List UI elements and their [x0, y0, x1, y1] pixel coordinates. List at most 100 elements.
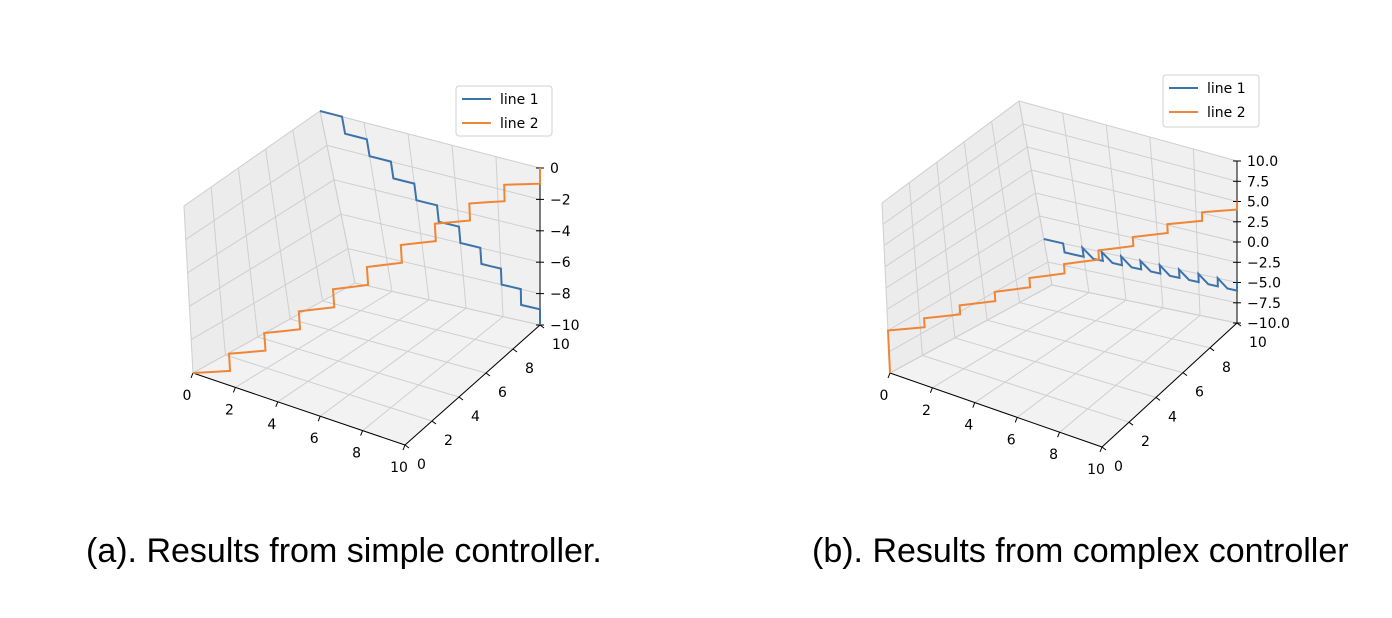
grid-line — [187, 179, 335, 274]
y-tick — [1209, 347, 1215, 352]
grid-line — [1018, 100, 1238, 162]
x-tick — [190, 372, 194, 379]
x-tick-label: 8 — [1049, 447, 1058, 463]
grid-line — [887, 238, 1045, 331]
z-tick-label: −10 — [550, 318, 580, 334]
z-tick-label: −7.5 — [1247, 296, 1281, 312]
legend-label: line 1 — [500, 92, 539, 108]
series-line-1 — [1043, 238, 1238, 292]
chart-a-simple-controller: 0 2 4 6 8 10 0 2 4 6 8 10 0 −2 −4 −6 −8 −10 line 1 line 2 — [183, 85, 580, 476]
grid-line — [987, 319, 1184, 374]
grid-line — [888, 261, 1049, 353]
x-tick — [360, 430, 364, 436]
y-tick-label: 6 — [498, 385, 507, 401]
x-tick-label: 4 — [964, 418, 973, 434]
y-tick-label: 6 — [1195, 385, 1204, 401]
x-tick — [887, 372, 891, 379]
x-tick-label: 0 — [880, 388, 889, 404]
grid-line — [407, 133, 430, 300]
z-tick-label: −5.0 — [1247, 276, 1281, 292]
grid-line — [922, 354, 1130, 423]
grid-line — [340, 213, 541, 263]
y-tick — [512, 348, 518, 353]
grid-line — [1059, 315, 1201, 433]
z-tick-label: −2 — [550, 192, 571, 208]
x-tick — [275, 401, 279, 407]
grid-line — [319, 307, 467, 417]
grid-line — [290, 318, 487, 374]
x-tick-label: 10 — [1087, 462, 1105, 478]
z-tick-label: −2.5 — [1247, 255, 1281, 271]
grid-line — [932, 292, 1090, 389]
grid-line — [235, 290, 393, 388]
z-tick-label: 5.0 — [1247, 195, 1269, 211]
y-axis-line — [404, 324, 541, 446]
series-line-2 — [192, 168, 541, 374]
y-tick-label: 4 — [1168, 409, 1177, 425]
z-tick-label: 0.0 — [1247, 235, 1269, 251]
y-tick-label: 0 — [417, 457, 426, 473]
grid-line — [881, 100, 1020, 204]
grid-line — [974, 299, 1127, 404]
grid-line — [192, 282, 356, 374]
grid-line — [883, 146, 1028, 246]
y-tick-label: 8 — [525, 361, 534, 377]
x-tick-label: 4 — [267, 417, 276, 433]
grid-line — [362, 316, 504, 431]
x-tick — [929, 387, 933, 393]
grid-line — [889, 284, 1053, 374]
grid-line — [1039, 215, 1238, 263]
y-tick-label: 10 — [552, 337, 570, 353]
x-tick-label: 10 — [390, 460, 408, 476]
caption-b: (b). Results from complex controller — [812, 532, 1349, 570]
x-tick — [317, 416, 321, 422]
x-tick-label: 6 — [310, 431, 319, 447]
x-tick — [1057, 432, 1061, 438]
z-tick-label: 0 — [550, 161, 559, 177]
grid-line — [257, 336, 460, 398]
x-tick — [972, 402, 976, 408]
grid-line — [265, 148, 291, 320]
grid-line — [886, 215, 1040, 310]
x-tick-label: 8 — [352, 446, 361, 462]
grid-line — [1047, 261, 1238, 304]
x-axis-line — [192, 372, 406, 446]
grid-line — [322, 300, 514, 350]
x-tick-label: 2 — [225, 402, 234, 418]
z-tick-label: −6 — [550, 255, 571, 271]
x-tick-label: 2 — [922, 403, 931, 419]
grid-line — [1016, 307, 1164, 418]
series-line-1 — [319, 110, 541, 325]
grid-line — [1035, 192, 1238, 243]
y-tick — [1128, 421, 1134, 426]
y-tick-label: 10 — [1249, 335, 1267, 351]
grid-line — [237, 167, 259, 338]
grid-line — [1019, 302, 1211, 349]
x-tick — [1099, 446, 1103, 453]
y-tick-label: 8 — [1222, 360, 1231, 376]
x-tick-label: 6 — [1007, 432, 1016, 448]
y-tick — [404, 444, 410, 449]
grid-line — [292, 129, 324, 302]
grid-line — [1027, 146, 1238, 202]
z-tick-label: 2.5 — [1247, 215, 1269, 231]
grid-line — [885, 192, 1036, 289]
y-tick-label: 4 — [471, 409, 480, 425]
grid-line — [882, 123, 1024, 225]
grid-line — [190, 248, 349, 341]
y-tick — [1101, 446, 1107, 451]
y-tick — [485, 372, 491, 377]
z-tick-label: 7.5 — [1247, 174, 1269, 190]
x-tick-label: 0 — [183, 388, 192, 404]
grid-line — [1022, 123, 1238, 182]
grid-line — [319, 110, 356, 284]
y-tick-label: 0 — [1114, 459, 1123, 475]
grid-line — [210, 186, 226, 356]
grid-line — [277, 299, 430, 403]
grid-line — [183, 110, 321, 207]
z-tick-label: −8 — [550, 287, 571, 303]
z-tick-label: 10.0 — [1247, 154, 1278, 170]
y-tick-label: 2 — [1141, 434, 1150, 450]
x-tick — [232, 387, 236, 393]
z-tick-label: −10.0 — [1247, 316, 1290, 332]
